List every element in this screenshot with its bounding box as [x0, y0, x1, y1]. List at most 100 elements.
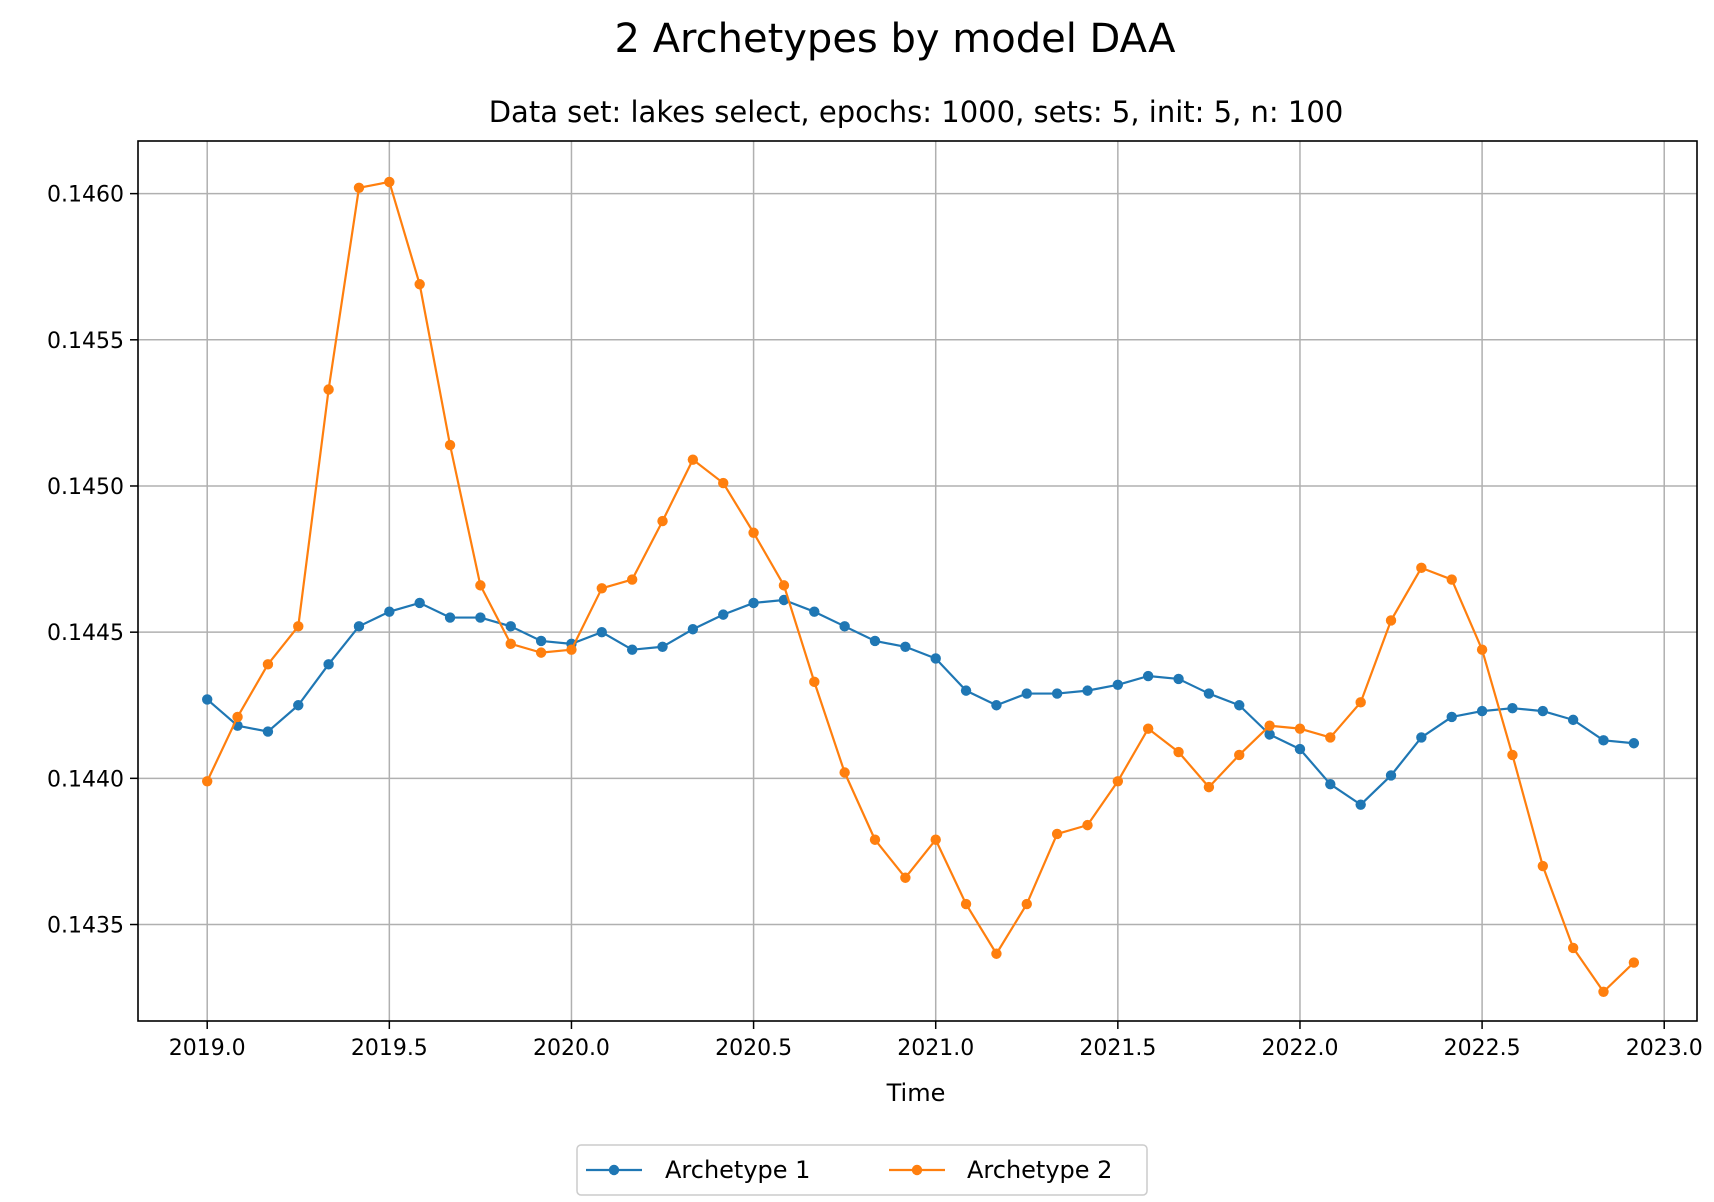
- data-point-archetype-2: [1507, 749, 1518, 761]
- data-point-archetype-1: [505, 621, 516, 632]
- data-point-archetype-2: [1051, 828, 1063, 840]
- data-point-archetype-1: [1446, 711, 1457, 723]
- data-point-archetype-1: [1173, 673, 1184, 685]
- data-point-archetype-1: [1385, 770, 1397, 781]
- data-point-archetype-2: [1234, 749, 1245, 761]
- data-point-archetype-1: [1325, 778, 1336, 790]
- data-point-archetype-1: [1355, 799, 1366, 810]
- data-point-archetype-2: [323, 384, 334, 395]
- y-tick-label: 0.1460: [47, 183, 124, 208]
- data-point-archetype-2: [1325, 732, 1336, 743]
- data-point-archetype-1: [687, 624, 699, 635]
- data-point-archetype-2: [566, 644, 577, 655]
- data-point-archetype-1: [1234, 700, 1245, 711]
- data-point-archetype-1: [1507, 702, 1518, 714]
- data-point-archetype-1: [991, 700, 1002, 711]
- data-point-archetype-2: [991, 948, 1002, 959]
- y-tick-label: 0.1450: [47, 475, 124, 500]
- data-point-archetype-2: [657, 515, 668, 527]
- axis-ticks: 2019.0 2019.5 2020.0 2020.5 2021.0 2021.5 2022…: [47, 183, 1703, 1061]
- data-point-archetype-1: [900, 641, 911, 652]
- data-point-archetype-1: [839, 621, 850, 632]
- legend-marker-archetype-1: [608, 1164, 620, 1176]
- data-point-archetype-2: [293, 621, 304, 632]
- y-tick-label: 0.1445: [47, 621, 124, 646]
- data-point-archetype-2: [778, 580, 790, 591]
- data-point-archetype-2: [1021, 898, 1032, 910]
- data-point-archetype-2: [626, 574, 638, 585]
- data-point-archetype-1: [657, 641, 668, 652]
- data-point-archetype-2: [1082, 819, 1093, 831]
- data-point-archetype-1: [323, 659, 334, 670]
- data-point-archetype-2: [262, 659, 274, 670]
- data-point-archetype-1: [930, 653, 941, 664]
- data-point-archetype-1: [475, 612, 486, 623]
- data-point-archetype-1: [1082, 685, 1093, 696]
- data-point-archetype-2: [930, 834, 941, 845]
- data-point-archetype-2: [1112, 776, 1124, 787]
- data-point-archetype-2: [384, 176, 395, 188]
- data-point-archetype-2: [1203, 781, 1215, 793]
- data-point-archetype-1: [1476, 705, 1488, 717]
- series-line-archetype-2: [206, 180, 1635, 993]
- series-line-archetype-1: [206, 598, 1634, 806]
- data-point-archetype-1: [1203, 688, 1215, 699]
- data-point-archetype-2: [687, 454, 699, 465]
- y-tick-label: 0.1435: [47, 914, 124, 939]
- data-point-archetype-1: [353, 621, 365, 632]
- data-point-archetype-1: [1537, 705, 1549, 717]
- legend: Archetype 1 Archetype 2: [576, 1144, 1148, 1196]
- data-point-archetype-1: [293, 700, 304, 711]
- data-point-archetype-1: [1628, 738, 1640, 749]
- data-point-archetype-1: [535, 635, 547, 647]
- data-point-archetype-1: [384, 606, 395, 617]
- data-point-archetype-1: [718, 609, 729, 620]
- y-tick-label: 0.1440: [47, 767, 124, 792]
- data-point-archetype-2: [232, 711, 243, 723]
- data-point-archetype-2: [202, 776, 213, 787]
- legend-label-archetype-1: Archetype 1: [665, 1156, 810, 1184]
- data-point-archetype-1: [414, 597, 425, 609]
- x-tick-label: 2020.5: [715, 1036, 792, 1061]
- data-point-archetype-1: [869, 635, 881, 647]
- data-point-archetype-2: [1567, 942, 1579, 954]
- data-point-archetype-2: [900, 872, 911, 883]
- grid-lines: [138, 141, 1697, 1021]
- x-axis-label: Time: [886, 1079, 946, 1107]
- x-tick-label: 2023.0: [1626, 1036, 1703, 1061]
- data-point-archetype-2: [1416, 562, 1427, 574]
- x-tick-label: 2022.5: [1444, 1036, 1521, 1061]
- y-tick-label: 0.1455: [47, 329, 124, 354]
- data-point-archetype-2: [444, 439, 456, 451]
- data-point-archetype-2: [1446, 574, 1457, 585]
- data-point-archetype-2: [414, 279, 425, 290]
- chart-subtitle: Data set: lakes select, epochs: 1000, se…: [489, 95, 1344, 129]
- data-point-archetype-2: [1598, 986, 1609, 997]
- legend-box: [576, 1144, 1148, 1196]
- data-point-archetype-2: [1385, 615, 1397, 626]
- data-point-archetype-2: [1173, 746, 1184, 758]
- data-point-archetype-2: [596, 583, 608, 594]
- x-tick-label: 2019.0: [169, 1036, 246, 1061]
- data-point-archetype-2: [748, 527, 759, 538]
- data-point-archetype-1: [202, 694, 213, 705]
- data-point-archetype-1: [1021, 688, 1032, 699]
- data-point-archetype-2: [718, 477, 729, 489]
- data-point-archetype-1: [1112, 679, 1124, 690]
- data-point-archetype-2: [960, 898, 972, 910]
- data-point-archetype-1: [596, 626, 608, 638]
- series-layer: [202, 176, 1640, 997]
- data-point-archetype-1: [444, 612, 456, 623]
- data-point-archetype-2: [1355, 697, 1366, 708]
- data-point-archetype-1: [1416, 732, 1427, 743]
- plot-frame: [137, 140, 1698, 1022]
- data-point-archetype-2: [1476, 644, 1488, 655]
- data-point-archetype-2: [809, 676, 820, 688]
- data-point-archetype-1: [626, 644, 638, 655]
- data-point-archetype-2: [1537, 860, 1549, 872]
- data-point-archetype-1: [1142, 670, 1154, 682]
- data-point-archetype-1: [960, 685, 972, 696]
- data-point-archetype-1: [778, 594, 790, 606]
- data-point-archetype-2: [1294, 723, 1306, 734]
